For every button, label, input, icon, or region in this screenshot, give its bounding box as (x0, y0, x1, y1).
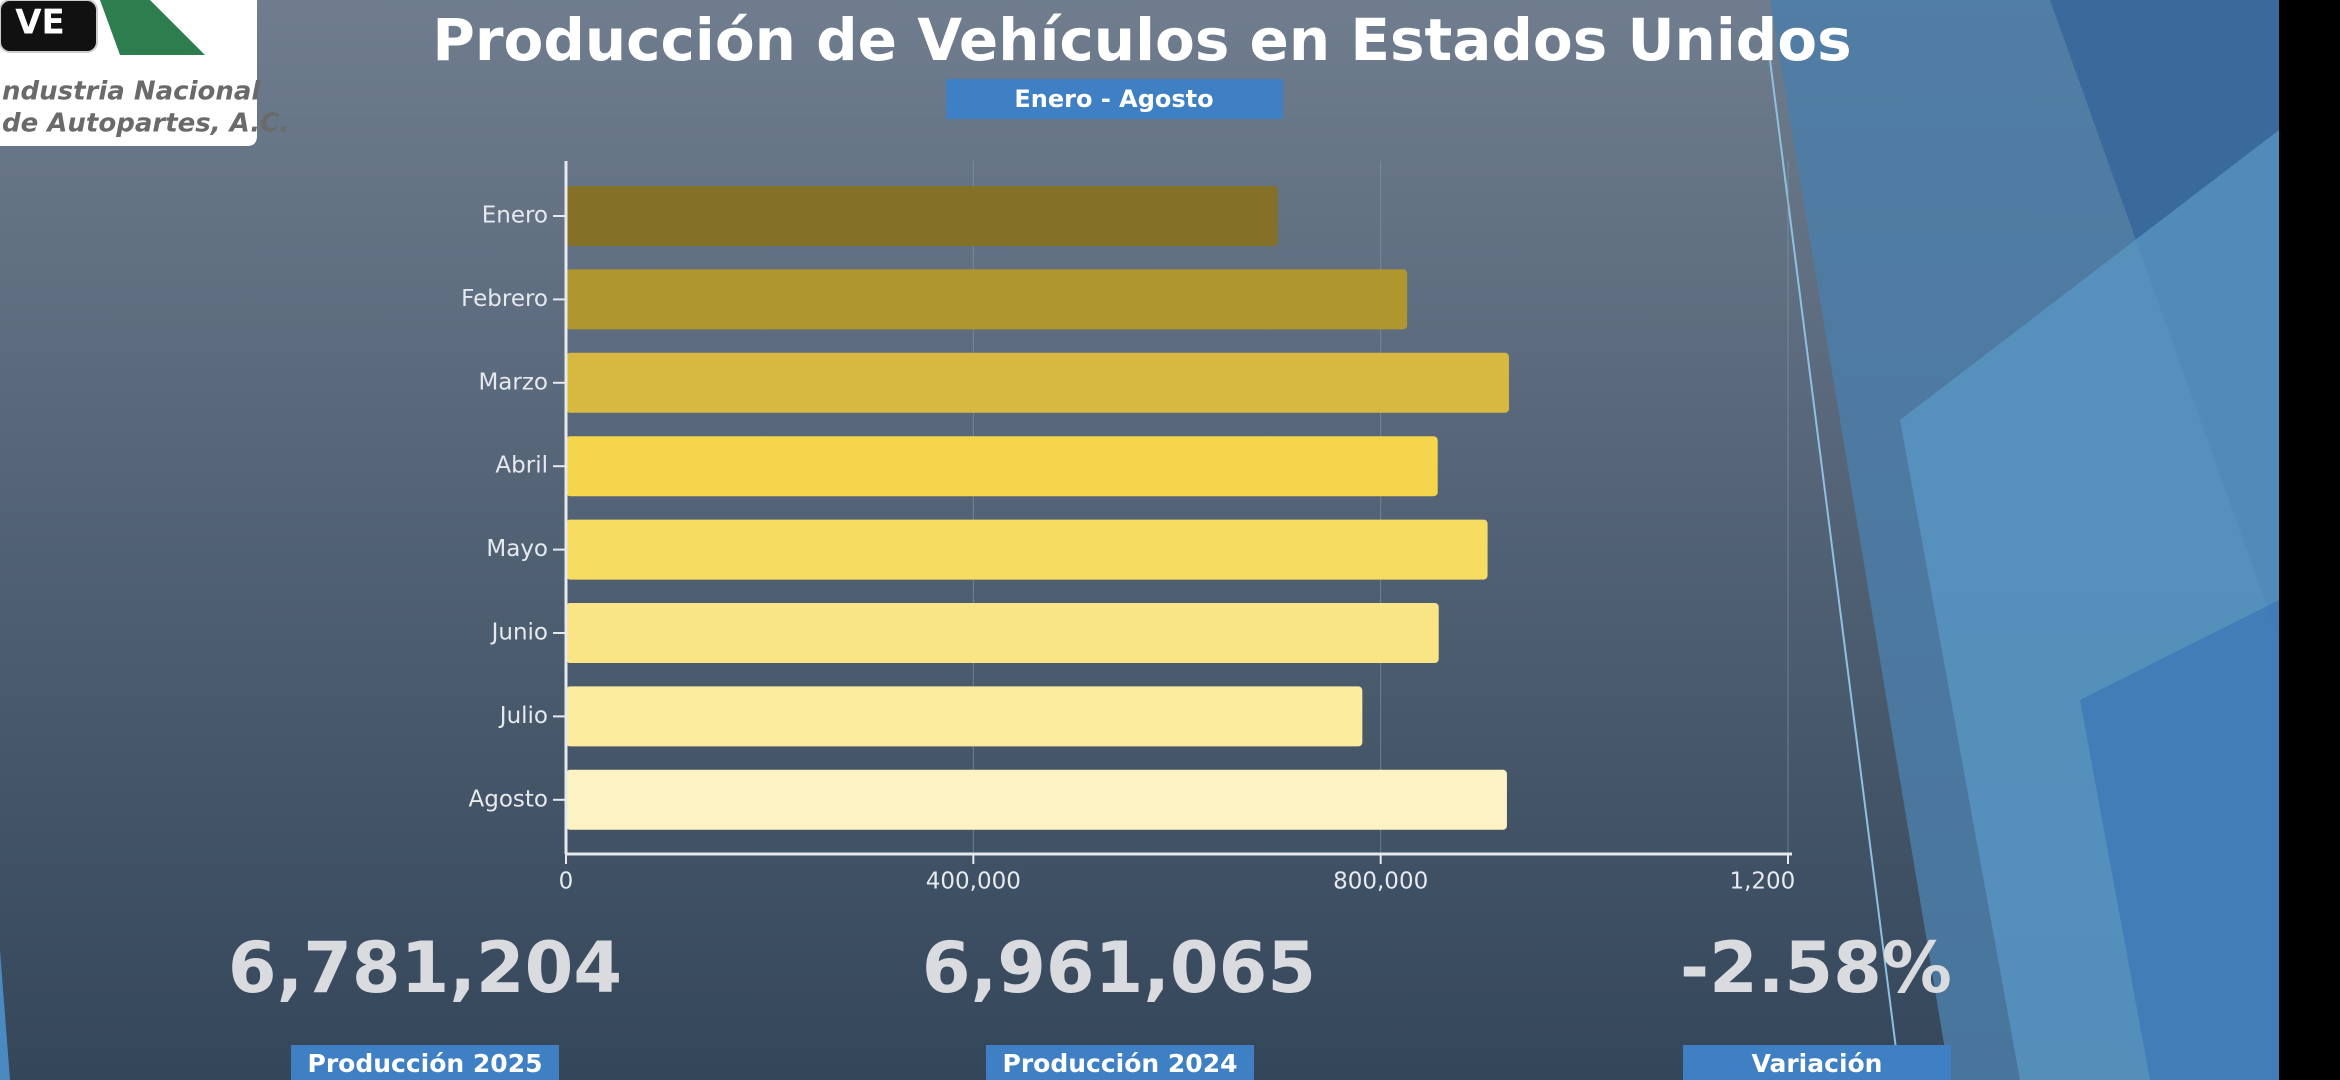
side-strip (2279, 0, 2340, 1080)
y-tick-label: Abril (495, 453, 548, 479)
y-tick-label: Mayo (486, 536, 548, 562)
bar (566, 186, 1278, 246)
bar (566, 769, 1507, 830)
logo-text: ndustria Nacional (2, 77, 261, 107)
stat-value: 6,781,204 (228, 927, 622, 1009)
x-tick-label: 0 (559, 869, 574, 895)
stat-badge (986, 1045, 1254, 1080)
stat-value: 6,961,065 (922, 927, 1316, 1009)
y-tick-label: Agosto (469, 786, 548, 812)
stat-value: -2.58% (1680, 927, 1952, 1009)
stat-label: Producción 2025 (308, 1049, 543, 1078)
subtitle-badge (946, 79, 1283, 119)
bar (566, 603, 1439, 663)
bar (566, 352, 1509, 413)
stat-label: Producción 2024 (1003, 1049, 1238, 1078)
chart-subtitle: Enero - Agosto (1014, 85, 1213, 113)
y-tick-label: Febrero (461, 286, 548, 312)
stat-label: Variación (1752, 1049, 1883, 1078)
stat-badge (291, 1045, 559, 1080)
x-tick-label: 800,000 (1333, 869, 1428, 895)
bar (566, 686, 1363, 747)
y-tick-label: Julio (498, 703, 548, 729)
logo-text: de Autopartes, A.C. (2, 109, 289, 139)
chart-title: Producción de Vehículos en Estados Unido… (432, 6, 1851, 74)
stat-badge (1683, 1045, 1951, 1080)
x-tick-label: 1,200,000 (1729, 869, 1846, 895)
decoration (0, 0, 2279, 1080)
y-tick-label: Marzo (478, 369, 548, 395)
bar (566, 269, 1408, 330)
y-tick-label: Junio (490, 620, 548, 646)
live-badge: VE (15, 3, 65, 43)
logo: VE ndustria Nacional de Autopartes, A.C. (0, 0, 289, 146)
stats: 6,781,204 Producción 2025 6,961,065 Producc… (228, 927, 1952, 1080)
chart: 0 400,000 800,000 1,200,000 Enero Febrero Marz… (461, 161, 1846, 895)
x-tick-label: 400,000 (926, 869, 1021, 895)
y-tick-label: Enero (482, 203, 548, 229)
bar (566, 436, 1438, 497)
bar (566, 519, 1488, 580)
